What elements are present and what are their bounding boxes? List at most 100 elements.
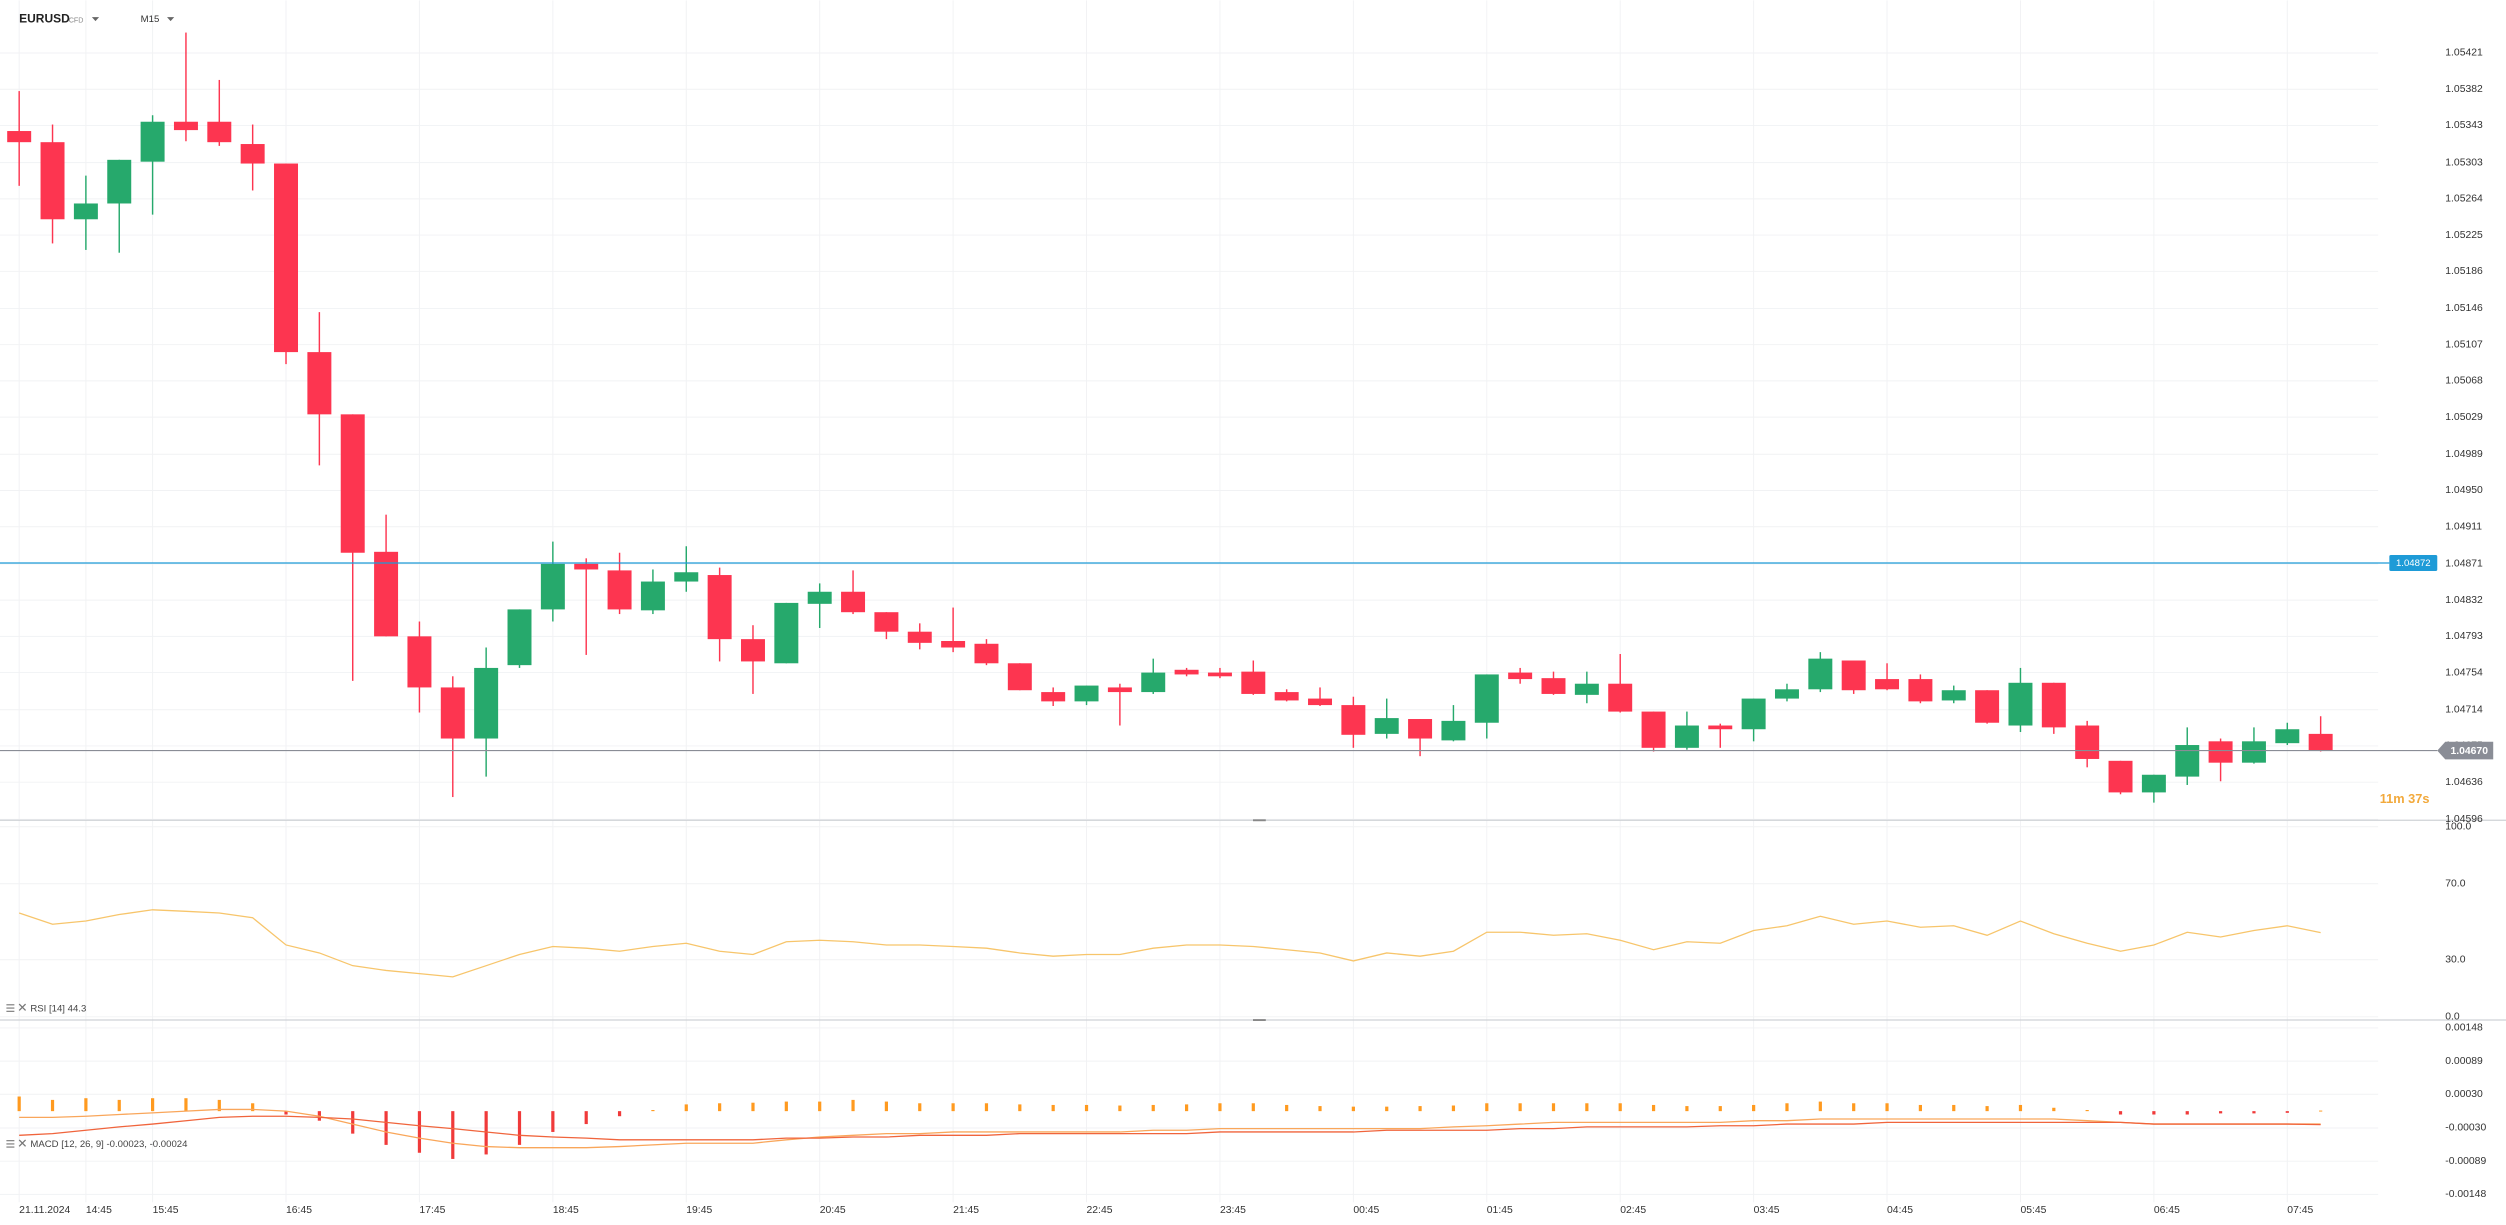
histogram-bar: [1618, 1103, 1622, 1112]
candle-body: [640, 581, 665, 611]
rsi-legend-icons[interactable]: [6, 1003, 27, 1012]
x-tick-label: 17:45: [419, 1205, 445, 1216]
candle-body: [1875, 679, 1900, 690]
candle-body: [774, 602, 799, 664]
histogram-bar: [2152, 1111, 2156, 1115]
histogram-bar: [1151, 1104, 1155, 1112]
candle-body: [2275, 729, 2300, 744]
histogram-bar: [684, 1104, 688, 1112]
y-tick-label: 1.04871: [2445, 559, 2483, 570]
histogram-bar: [617, 1111, 622, 1117]
close-icon[interactable]: [18, 1139, 27, 1147]
y-tick-label: 1.04793: [2445, 631, 2483, 642]
y-tick-label: 1.04636: [2445, 777, 2483, 788]
histogram-bar: [150, 1098, 155, 1112]
candle-body: [1541, 678, 1566, 694]
candle-body: [240, 144, 265, 164]
histogram-bar: [1118, 1105, 1122, 1112]
price-label-box: [2389, 554, 2438, 571]
candle-body: [740, 639, 765, 662]
x-tick-label: 20:45: [820, 1205, 846, 1216]
y-tick-label: 1.05186: [2445, 266, 2483, 277]
y-tick-label: 70.0: [2445, 878, 2465, 889]
histogram-bar: [2052, 1107, 2056, 1112]
y-tick-label: 1.04596: [2445, 814, 2483, 825]
candle-body: [1808, 658, 1833, 690]
candle-body: [1241, 671, 1266, 694]
menu-icon[interactable]: [6, 1004, 15, 1012]
candle-body: [2075, 725, 2100, 759]
candle-body: [1841, 660, 1866, 691]
x-tick-label: 06:45: [2154, 1205, 2180, 1216]
x-tick-label: 04:45: [1887, 1205, 1913, 1216]
histogram-bar: [484, 1111, 488, 1155]
dropdown-arrow[interactable]: [167, 17, 175, 22]
x-tick-label: 03:45: [1754, 1205, 1780, 1216]
y-tick-label: -0.00089: [2445, 1156, 2486, 1167]
y-tick-label: 0.00148: [2445, 1023, 2483, 1034]
histogram-bar: [2218, 1111, 2223, 1114]
x-tick-label: 21.11.2024: [19, 1205, 70, 1216]
y-tick-label: 0.0: [2445, 1012, 2460, 1023]
histogram-bar: [1318, 1106, 1322, 1112]
histogram-bar: [651, 1110, 655, 1112]
macd-legend: MACD [12, 26, 9] -0.00023, -0.00024: [30, 1139, 188, 1150]
histogram-bar: [284, 1111, 288, 1115]
candle-body: [540, 563, 565, 610]
candle-body: [374, 551, 399, 637]
candle-body: [274, 163, 299, 353]
candle-body: [2241, 741, 2266, 763]
candle-body: [2175, 745, 2200, 777]
x-tick-label: 16:45: [286, 1205, 312, 1216]
candle-body: [1741, 698, 1766, 730]
timeframe[interactable]: M15: [141, 14, 160, 25]
histogram-bar: [1285, 1104, 1289, 1112]
candle-body: [1641, 711, 1666, 748]
dropdown-arrow[interactable]: [91, 17, 100, 22]
y-tick-label: 1.04950: [2445, 485, 2483, 496]
symbol[interactable]: EURUSD: [19, 12, 70, 26]
price-label-box: [2437, 741, 2494, 760]
y-tick-label: 1.05029: [2445, 412, 2483, 423]
candle-body: [2208, 741, 2233, 763]
candle-body: [1107, 687, 1132, 693]
histogram-bar: [1451, 1105, 1456, 1112]
histogram-bar: [1218, 1103, 1222, 1112]
market: CFD: [69, 15, 84, 24]
histogram-bar: [351, 1111, 355, 1134]
candle-body: [173, 121, 198, 131]
y-tick-label: 1.04911: [2445, 521, 2482, 532]
y-tick-label: -0.00030: [2445, 1123, 2486, 1134]
candle-body: [1474, 674, 1499, 723]
candle-body: [507, 609, 532, 666]
histogram-bar: [1818, 1101, 1822, 1112]
histogram-bar: [884, 1101, 888, 1112]
histogram-bar: [1184, 1104, 1189, 1112]
x-tick-label: 21:45: [953, 1205, 979, 1216]
histogram-bar: [117, 1099, 121, 1112]
histogram-bar: [984, 1103, 989, 1112]
candle-body: [1341, 705, 1366, 735]
histogram-bar: [184, 1098, 188, 1112]
candle-body: [607, 570, 632, 610]
y-tick-label: 1.05382: [2445, 84, 2483, 95]
histogram-bar: [1051, 1104, 1055, 1112]
histogram-bar: [1718, 1106, 1722, 1112]
y-tick-label: 1.05068: [2445, 376, 2483, 387]
histogram-bar: [1551, 1103, 1556, 1112]
x-tick-label: 15:45: [153, 1205, 179, 1216]
candle-body: [140, 121, 165, 162]
histogram-bar: [50, 1099, 55, 1112]
candle-body: [1174, 669, 1199, 675]
macd-legend-icons[interactable]: [6, 1139, 27, 1148]
candle-body: [1408, 719, 1433, 739]
close-icon[interactable]: [18, 1003, 27, 1011]
candle-body: [40, 142, 65, 220]
histogram-bar: [2185, 1111, 2189, 1115]
candle-countdown: 11m 37s: [2380, 791, 2430, 806]
histogram-bar: [784, 1101, 788, 1112]
menu-icon[interactable]: [6, 1140, 15, 1148]
candle-body: [73, 203, 98, 220]
